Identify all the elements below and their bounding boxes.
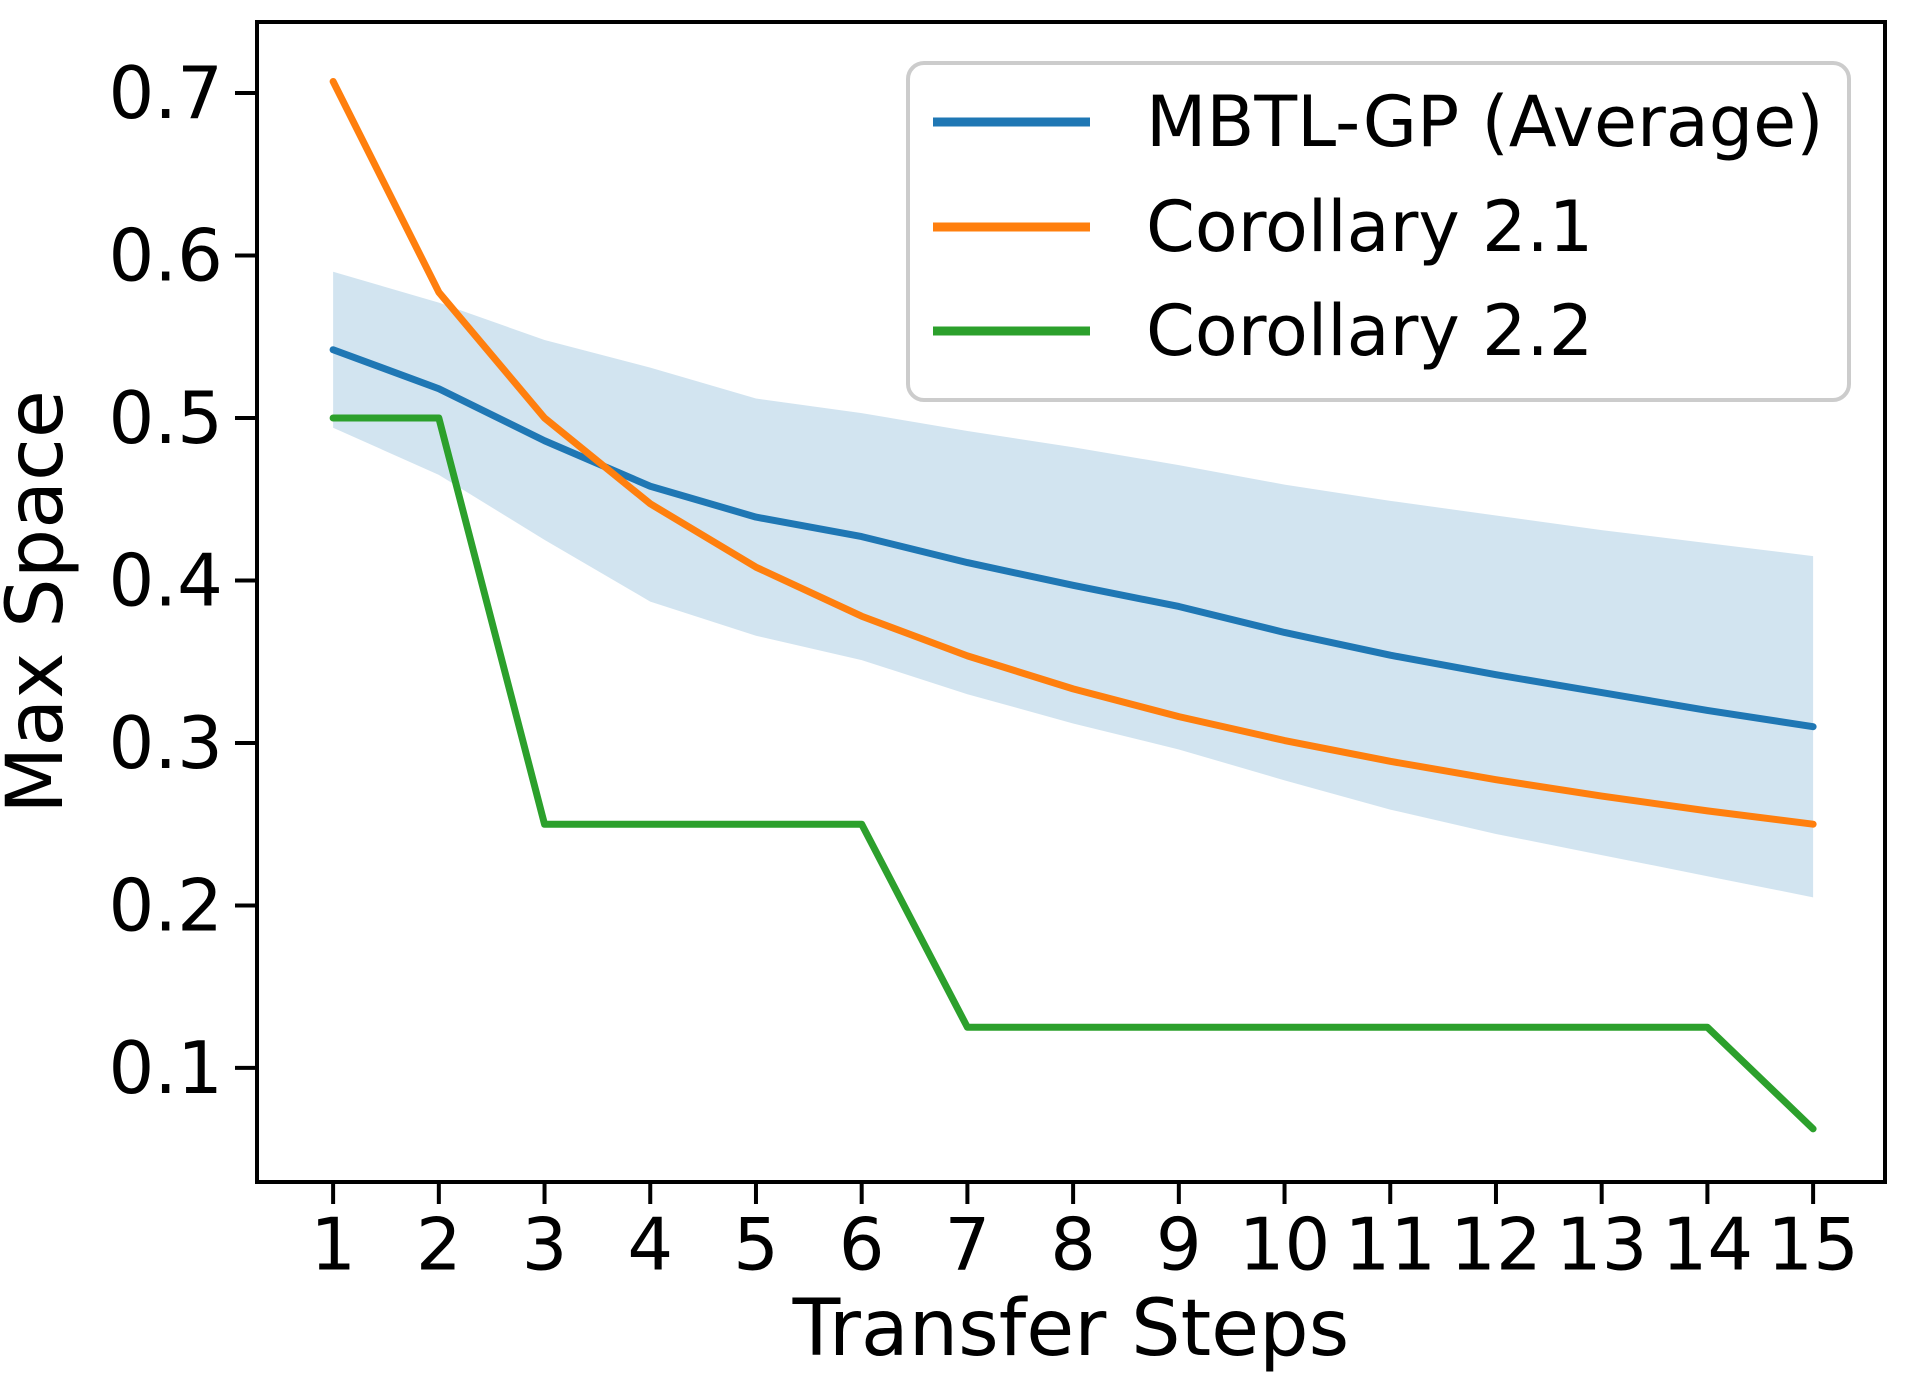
y-tick-label: 0.5 (108, 376, 223, 460)
plot-border (255, 20, 1887, 1184)
x-tick-label: 1 (310, 1203, 356, 1287)
x-tick-label: 7 (944, 1203, 990, 1287)
x-axis-label: Transfer Steps (792, 1284, 1350, 1374)
y-tick-label: 0.3 (108, 701, 223, 785)
y-axis-label: Max Space (0, 390, 81, 814)
corollary-2-1-line (329, 77, 1817, 828)
y-tick-label: 0.7 (108, 51, 223, 135)
legend-label: MBTL-GP (Average) (1146, 81, 1824, 163)
series-lines-layer (329, 77, 1817, 1133)
x-tick-label: 5 (733, 1203, 779, 1287)
legend-label: Corollary 2.1 (1146, 186, 1593, 268)
y-tick-label: 0.2 (108, 863, 223, 947)
x-tick-label: 15 (1767, 1203, 1859, 1287)
x-tick-label: 9 (1156, 1203, 1202, 1287)
axis-ticks-layer: 1 2 3 4 5 6 7 8 9 10 11 12 13 14 150.10.20.30.40.50.60… (108, 51, 1858, 1287)
x-tick-label: 6 (839, 1203, 885, 1287)
x-tick-label: 8 (1050, 1203, 1096, 1287)
x-tick-label: 3 (522, 1203, 568, 1287)
y-tick-label: 0.4 (108, 538, 223, 622)
y-tick-label: 0.6 (108, 213, 223, 297)
y-tick-label: 0.1 (108, 1026, 223, 1110)
x-tick-label: 2 (416, 1203, 462, 1287)
x-tick-label: 10 (1239, 1203, 1331, 1287)
x-tick-label: 13 (1556, 1203, 1648, 1287)
corollary-2-2-line (329, 414, 1817, 1133)
x-tick-label: 12 (1450, 1203, 1542, 1287)
legend-label: Corollary 2.2 (1146, 290, 1593, 372)
x-tick-label: 14 (1662, 1203, 1754, 1287)
mbtl-gp-line (329, 346, 1817, 731)
legend: MBTL-GP (Average) Corollary 2.1 Corollary … (906, 61, 1851, 402)
x-tick-label: 11 (1344, 1203, 1436, 1287)
x-tick-label: 4 (627, 1203, 673, 1287)
legend-box (906, 61, 1851, 402)
